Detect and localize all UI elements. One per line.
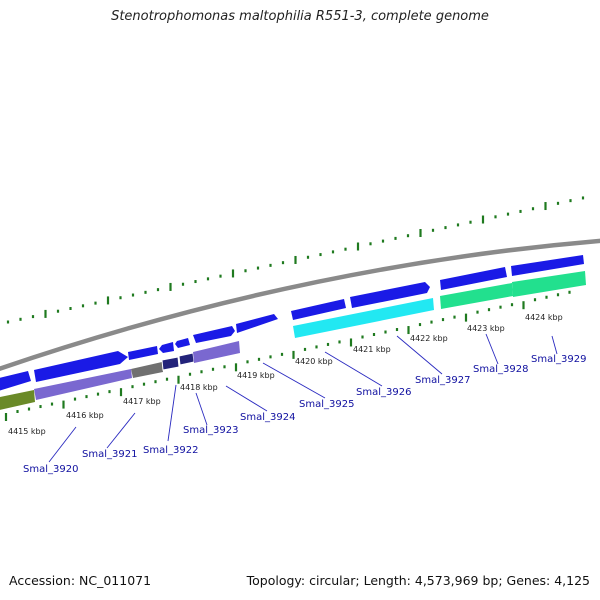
forward-cds-feature[interactable] [0, 371, 31, 392]
scale-label-4423: 4423 kbp [467, 324, 505, 333]
reverse-cds-feature[interactable] [178, 352, 195, 366]
gene-leader-line [167, 384, 177, 442]
gene-label-smal-3924[interactable]: Smal_3924 [240, 412, 295, 423]
scale-label-4416: 4416 kbp [66, 411, 104, 420]
topology-text: Topology: circular; Length: 4,573,969 bp… [246, 573, 590, 588]
reverse-cds-feature[interactable] [193, 341, 240, 363]
gene-label-smal-3922[interactable]: Smal_3922 [143, 445, 198, 456]
gene-label-smal-3927[interactable]: Smal_3927 [415, 375, 470, 386]
forward-cds-feature[interactable] [236, 314, 278, 333]
gene-leader-line [225, 385, 268, 412]
scale-label-4415: 4415 kbp [8, 427, 46, 436]
gene-label-smal-3920[interactable]: Smal_3920 [23, 464, 78, 475]
gene-leader-line [48, 426, 77, 463]
reverse-feature[interactable] [512, 271, 586, 297]
gene-leader-line [551, 335, 558, 355]
forward-cds-feature[interactable] [511, 255, 584, 276]
inner-tick-marks [4, 290, 571, 421]
outer-tick-marks [6, 196, 585, 324]
gene-label-smal-3929[interactable]: Smal_3929 [531, 354, 586, 365]
forward-cds-feature[interactable] [128, 346, 158, 360]
gene-leader-line [324, 351, 383, 387]
gene-label-smal-3925[interactable]: Smal_3925 [299, 399, 354, 410]
reverse-feature[interactable] [0, 390, 35, 411]
reverse-cds-feature[interactable] [161, 356, 180, 371]
genome-backbone [0, 238, 600, 371]
reverse-cds-feature[interactable] [34, 369, 132, 400]
forward-strand-features [0, 255, 584, 392]
gene-leader-line [262, 362, 326, 399]
gene-leader-line [396, 335, 443, 375]
map-title: Stenotrophomonas maltophilia R551-3, com… [111, 9, 489, 24]
scale-label-4422: 4422 kbp [410, 334, 448, 343]
forward-cds-feature[interactable] [291, 299, 346, 320]
forward-cds-feature[interactable] [34, 351, 128, 382]
gene-label-smal-3928[interactable]: Smal_3928 [473, 364, 528, 375]
scale-label-4424: 4424 kbp [525, 313, 563, 322]
gene-label-smal-3923[interactable]: Smal_3923 [183, 425, 238, 436]
gene-leader-line [485, 333, 499, 365]
gene-label-smal-3926[interactable]: Smal_3926 [356, 387, 411, 398]
forward-cds-feature[interactable] [440, 267, 507, 290]
reverse-strand-features [0, 271, 586, 411]
scale-label-4421: 4421 kbp [353, 345, 391, 354]
reverse-feature[interactable] [293, 298, 434, 338]
gene-leader-line [106, 412, 136, 449]
gene-leader-line [195, 392, 208, 426]
reverse-feature[interactable] [440, 283, 513, 309]
scale-label-4417: 4417 kbp [123, 397, 161, 406]
gene-label-smal-3921[interactable]: Smal_3921 [82, 449, 137, 460]
forward-cds-feature[interactable] [159, 342, 174, 353]
scale-label-4419: 4419 kbp [237, 371, 275, 380]
accession-text: Accession: NC_011071 [9, 573, 152, 588]
gene-leader-lines [48, 333, 558, 463]
scale-label-4420: 4420 kbp [295, 357, 333, 366]
reverse-feature[interactable] [131, 362, 163, 378]
forward-cds-feature[interactable] [175, 338, 190, 348]
forward-cds-feature[interactable] [350, 282, 430, 308]
scale-label-4418: 4418 kbp [180, 383, 218, 392]
forward-cds-feature[interactable] [193, 326, 235, 343]
